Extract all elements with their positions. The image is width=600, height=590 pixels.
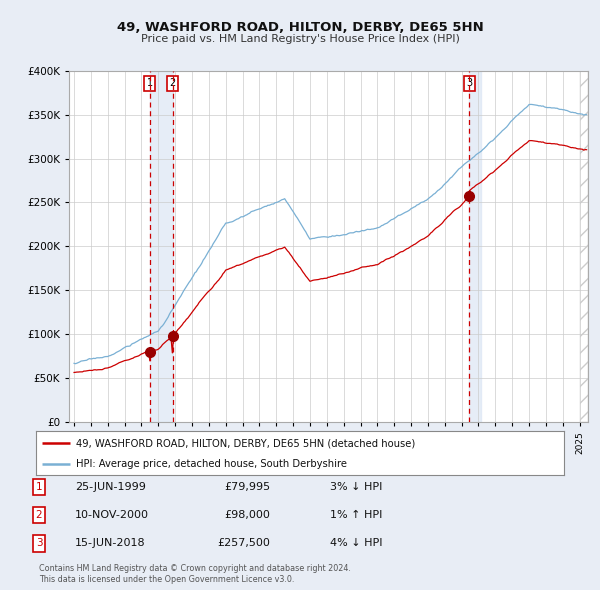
Text: This data is licensed under the Open Government Licence v3.0.: This data is licensed under the Open Gov… bbox=[39, 575, 295, 584]
Text: 3: 3 bbox=[466, 78, 472, 88]
Text: 2: 2 bbox=[35, 510, 43, 520]
Text: 1% ↑ HPI: 1% ↑ HPI bbox=[330, 510, 382, 520]
Bar bbox=[469, 71, 481, 422]
Text: 1: 1 bbox=[147, 78, 153, 88]
Text: 1: 1 bbox=[35, 482, 43, 491]
Text: 3% ↓ HPI: 3% ↓ HPI bbox=[330, 482, 382, 491]
Text: 15-JUN-2018: 15-JUN-2018 bbox=[75, 539, 146, 548]
Text: £79,995: £79,995 bbox=[224, 482, 270, 491]
Text: 49, WASHFORD ROAD, HILTON, DERBY, DE65 5HN: 49, WASHFORD ROAD, HILTON, DERBY, DE65 5… bbox=[116, 21, 484, 34]
Text: HPI: Average price, detached house, South Derbyshire: HPI: Average price, detached house, Sout… bbox=[76, 459, 347, 469]
Text: 49, WASHFORD ROAD, HILTON, DERBY, DE65 5HN (detached house): 49, WASHFORD ROAD, HILTON, DERBY, DE65 5… bbox=[76, 438, 415, 448]
Text: 4% ↓ HPI: 4% ↓ HPI bbox=[330, 539, 383, 548]
Bar bbox=[150, 71, 173, 422]
Text: 3: 3 bbox=[35, 539, 43, 548]
Text: Price paid vs. HM Land Registry's House Price Index (HPI): Price paid vs. HM Land Registry's House … bbox=[140, 34, 460, 44]
Text: Contains HM Land Registry data © Crown copyright and database right 2024.: Contains HM Land Registry data © Crown c… bbox=[39, 565, 351, 573]
Text: 10-NOV-2000: 10-NOV-2000 bbox=[75, 510, 149, 520]
Text: 2: 2 bbox=[170, 78, 176, 88]
Text: 25-JUN-1999: 25-JUN-1999 bbox=[75, 482, 146, 491]
Text: £257,500: £257,500 bbox=[217, 539, 270, 548]
Text: £98,000: £98,000 bbox=[224, 510, 270, 520]
